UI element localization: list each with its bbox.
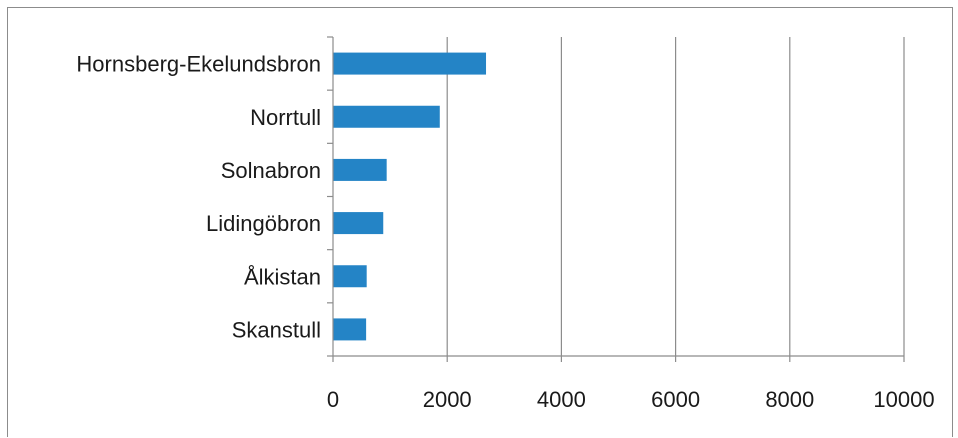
gridlines xyxy=(446,37,905,356)
bar-5 xyxy=(333,318,367,341)
x-tick-label-0: 0 xyxy=(327,387,339,412)
tick-labels: 0 2000 4000 6000 8000 10000 xyxy=(327,387,935,412)
category-label-2: Solnabron xyxy=(221,158,321,183)
bars xyxy=(333,52,487,341)
bar-2 xyxy=(333,158,387,181)
bar-3 xyxy=(333,212,384,235)
x-tick-label-2000: 2000 xyxy=(423,387,472,412)
category-labels: Hornsberg-Ekelundsbron Norrtull Solnabron L… xyxy=(76,52,321,343)
bar-1 xyxy=(333,105,440,128)
x-tick-label-4000: 4000 xyxy=(537,387,586,412)
category-label-3: Lidingöbron xyxy=(206,211,321,236)
x-tick-label-8000: 8000 xyxy=(765,387,814,412)
bar-0 xyxy=(333,52,487,75)
x-tick-label-6000: 6000 xyxy=(651,387,700,412)
x-tick-label-10000: 10000 xyxy=(873,387,934,412)
category-label-0: Hornsberg-Ekelundsbron xyxy=(76,52,321,77)
category-label-4: Ålkistan xyxy=(244,264,321,289)
chart-frame xyxy=(7,7,953,437)
category-label-1: Norrtull xyxy=(250,105,321,130)
axes xyxy=(327,36,905,362)
category-label-5: Skanstull xyxy=(232,317,321,342)
bar-4 xyxy=(333,265,367,288)
